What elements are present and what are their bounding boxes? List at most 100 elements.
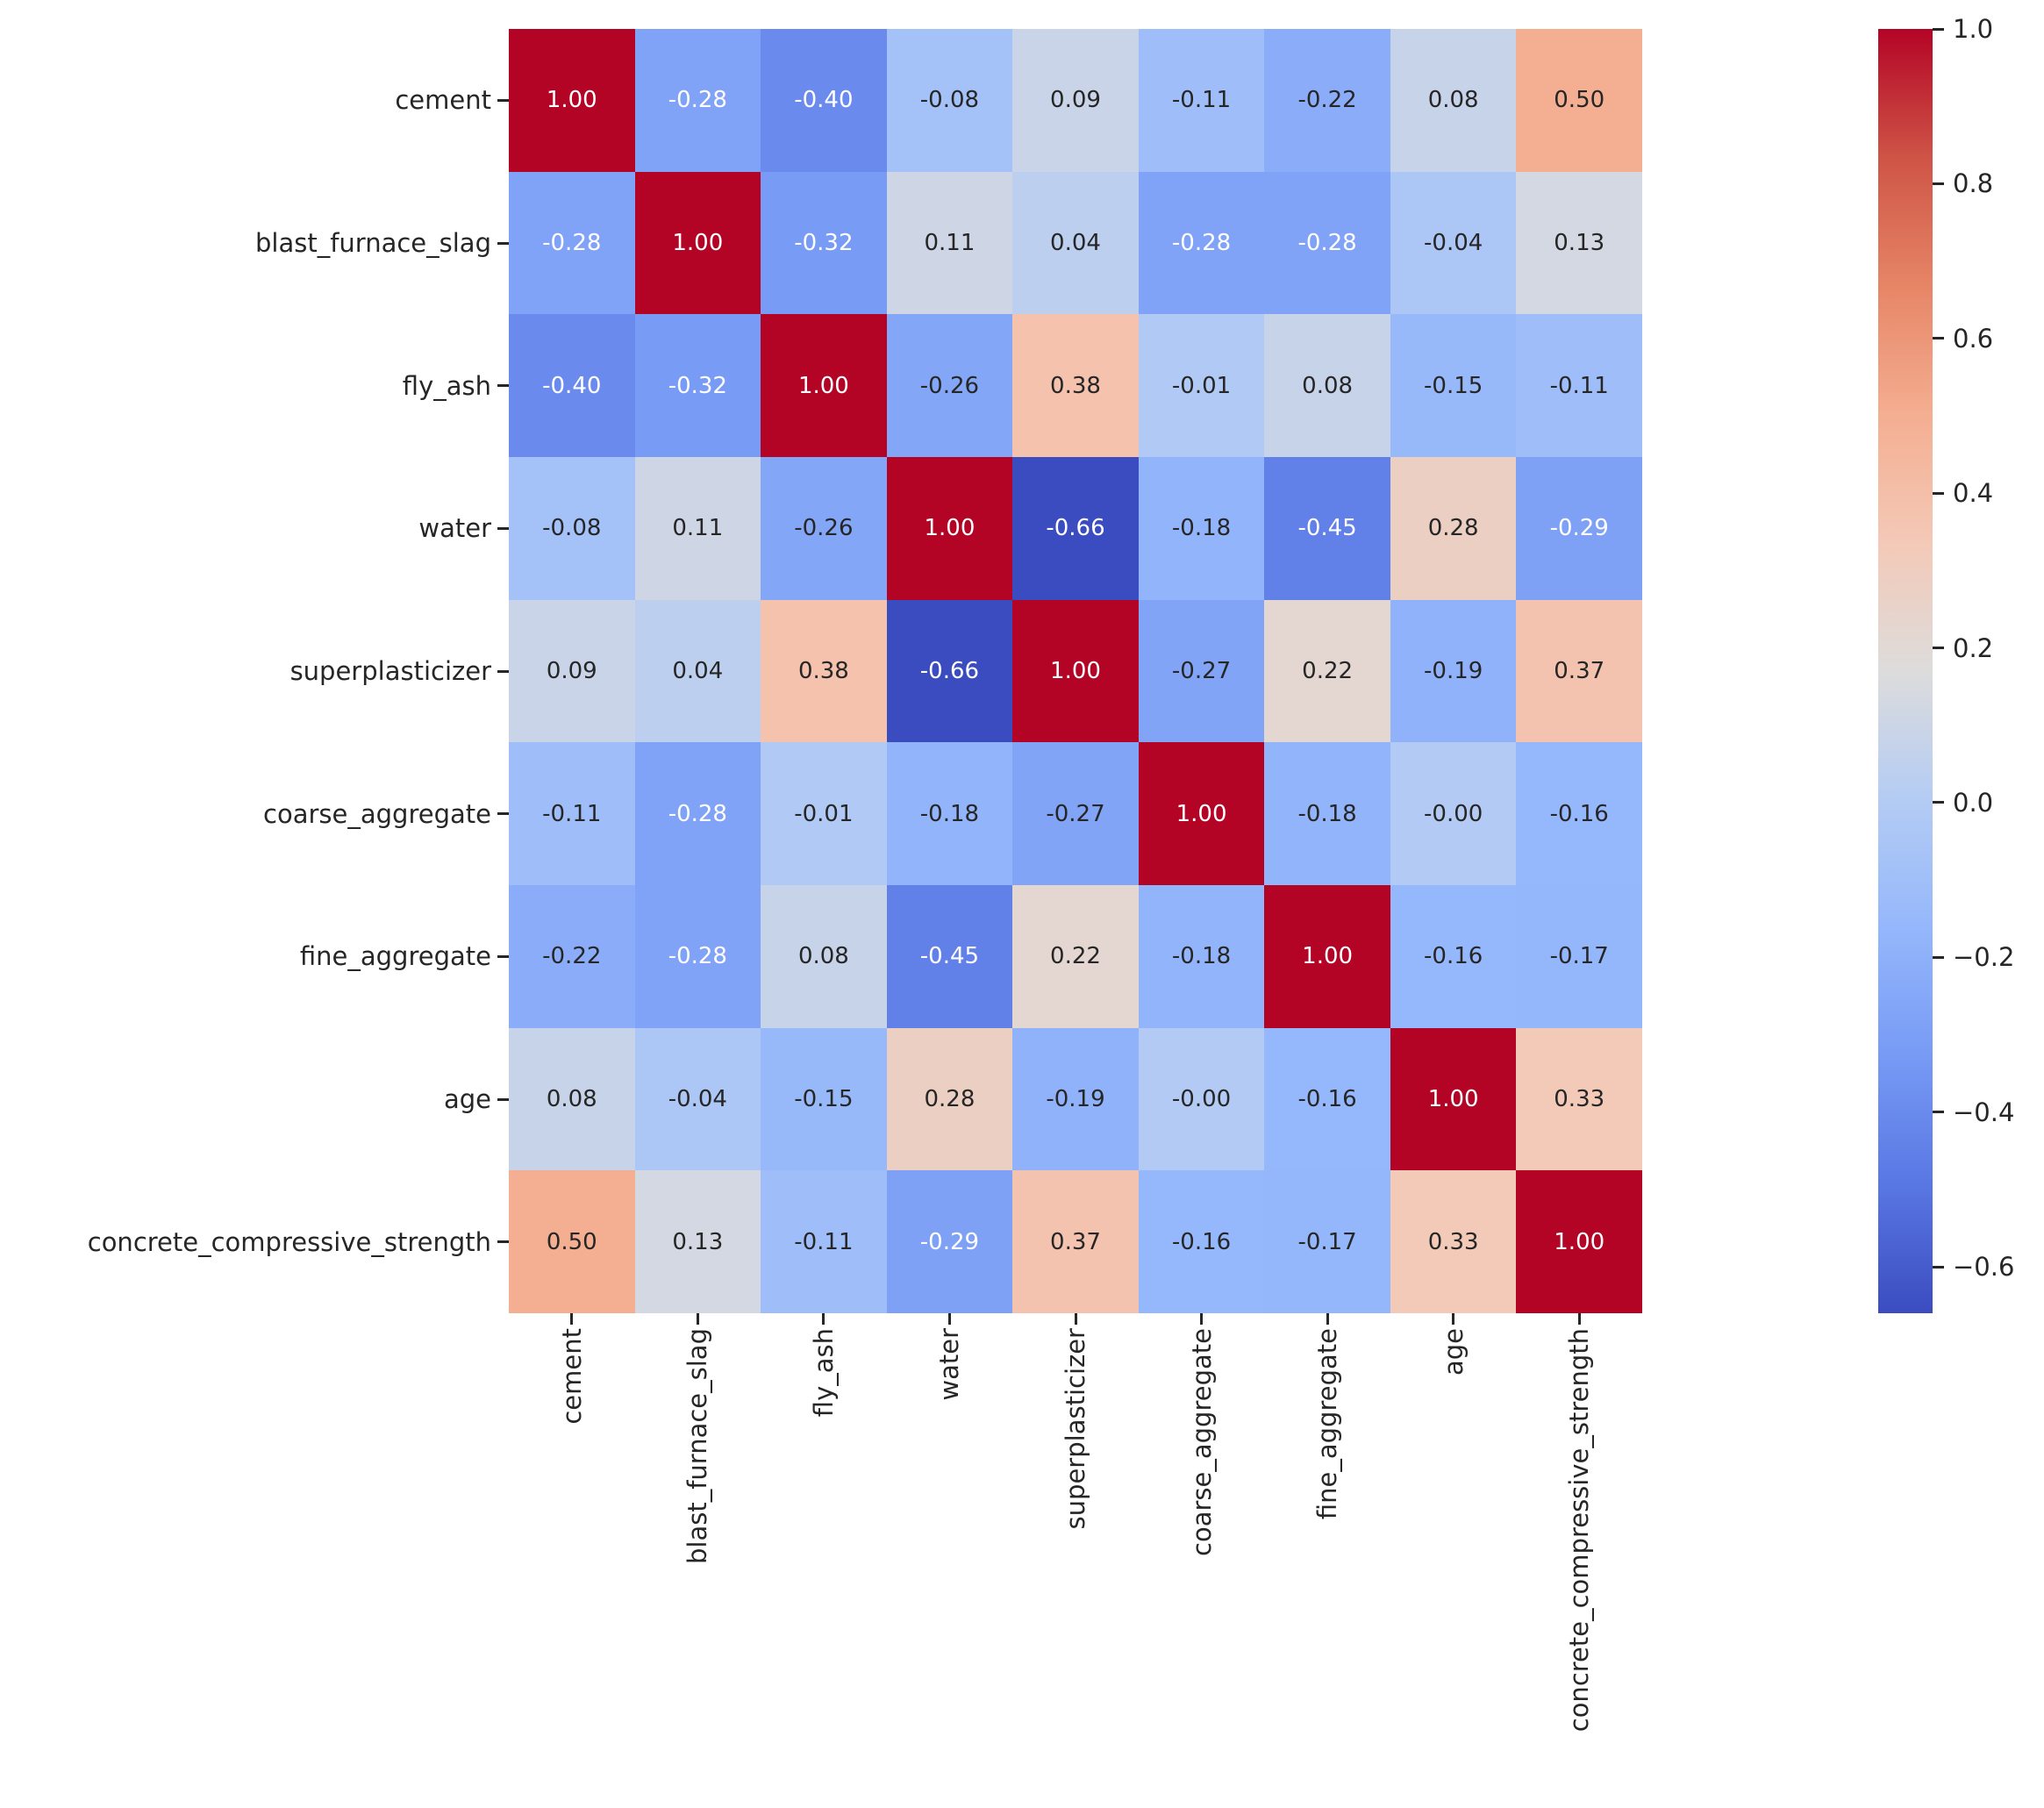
heatmap-cell: -0.18 [1264,742,1390,885]
y-tick-mark [497,1097,509,1101]
x-tick-label: blast_furnace_slag [683,1328,713,1565]
colorbar-tick-label: 0.2 [1953,632,1994,663]
heatmap-cell: -0.11 [1138,29,1265,172]
heatmap-cell: -0.45 [1264,457,1390,600]
y-tick-label: blast_furnace_slag [254,228,491,258]
heatmap-cell: -0.29 [886,1170,1013,1313]
heatmap-cell: 1.00 [634,171,761,315]
x-tick-mark [1326,1313,1329,1325]
x-tick-label: cement [556,1328,587,1425]
heatmap-cell: -0.22 [1264,29,1390,172]
heatmap-cell: 1.00 [886,457,1013,600]
heatmap-cell: 1.00 [509,29,635,172]
x-tick-mark [947,1313,951,1325]
heatmap-cell: -0.66 [886,599,1013,743]
heatmap-cell: 0.33 [1516,1027,1642,1171]
y-tick-mark [497,241,509,245]
heatmap-cell: 0.38 [761,599,887,743]
y-tick-label: cement [395,85,491,116]
heatmap-cell: -0.15 [1390,314,1517,457]
y-tick-label: water [418,513,491,544]
heatmap-cell: -0.28 [1138,171,1265,315]
heatmap-cell: -0.45 [886,885,1013,1028]
heatmap-cell: -0.00 [1390,742,1517,885]
heatmap-cell: -0.15 [761,1027,887,1171]
x-tick-mark [1452,1313,1455,1325]
heatmap-cell: -0.26 [761,457,887,600]
heatmap-cell: 1.00 [1516,1170,1642,1313]
y-tick-label: superplasticizer [289,656,491,687]
x-tick-label: concrete_compressive_strength [1564,1328,1595,1733]
x-tick-label: water [934,1328,965,1401]
colorbar-tick-label: 0.8 [1953,168,1994,199]
heatmap-cell: -0.32 [761,171,887,315]
heatmap-cell: -0.32 [634,314,761,457]
y-tick-label: age [443,1084,491,1115]
heatmap-cell: -0.11 [1516,314,1642,457]
heatmap-cell: 1.00 [761,314,887,457]
heatmap-cell: -0.18 [886,742,1013,885]
heatmap-cell: 0.22 [1264,599,1390,743]
x-tick-label: age [1438,1328,1469,1376]
x-axis-labels: cement blast_furnace_slag fly_ash water supe… [509,1328,1642,1802]
y-axis-labels: cement blast_furnace_slag fly_ash water supe… [0,29,491,1313]
x-tick-label: fly_ash [808,1328,839,1418]
colorbar [1878,29,1933,1313]
x-tick-mark [1577,1313,1581,1325]
colorbar-tick-label: −0.2 [1953,942,2015,973]
x-tick-mark [1074,1313,1077,1325]
heatmap-cell: 0.22 [1012,885,1139,1028]
heatmap-cell: -0.18 [1138,885,1265,1028]
heatmap-cell: 0.28 [1390,457,1517,600]
heatmap-cell: 0.11 [886,171,1013,315]
colorbar-gradient [1878,29,1933,1313]
heatmap-cell: 0.11 [634,457,761,600]
colorbar-tick-mark [1933,182,1944,185]
y-tick-label: concrete_compressive_strength [87,1226,491,1257]
colorbar-tick-label: 0.0 [1953,787,1994,818]
heatmap-cell: -0.40 [509,314,635,457]
heatmap-cell: -0.04 [1390,171,1517,315]
heatmap-cell: -0.17 [1264,1170,1390,1313]
heatmap-cell: -0.27 [1138,599,1265,743]
colorbar-tick-mark [1933,801,1944,804]
heatmap-cell: 0.13 [634,1170,761,1313]
heatmap-cell: 1.00 [1138,742,1265,885]
heatmap-cell: 0.04 [634,599,761,743]
heatmap-cell: -0.66 [1012,457,1139,600]
heatmap-cell: -0.08 [886,29,1013,172]
heatmap-cell: -0.17 [1516,885,1642,1028]
heatmap-cell: 0.08 [761,885,887,1028]
y-tick-mark [497,812,509,816]
heatmap-cell: 0.09 [509,599,635,743]
y-tick-mark [497,384,509,388]
colorbar-tick-label: 0.6 [1953,323,1994,354]
y-tick-mark [497,526,509,530]
colorbar-tick-mark [1933,27,1944,31]
colorbar-tick-label: 0.4 [1953,478,1994,509]
heatmap-cell: -0.16 [1264,1027,1390,1171]
heatmap-cell: -0.28 [509,171,635,315]
heatmap-cell: -0.28 [1264,171,1390,315]
heatmap-cell: -0.26 [886,314,1013,457]
heatmap-cell: -0.08 [509,457,635,600]
heatmap-cell: -0.27 [1012,742,1139,885]
heatmap-cell: 0.37 [1012,1170,1139,1313]
heatmap-cell: -0.28 [634,885,761,1028]
colorbar-tick-mark [1933,1111,1944,1114]
heatmap-cell: 0.50 [1516,29,1642,172]
colorbar-tick-mark [1933,337,1944,340]
colorbar-tick-label: 1.0 [1953,14,1994,44]
heatmap-cell: -0.19 [1390,599,1517,743]
colorbar-tick-mark [1933,491,1944,495]
heatmap-cell: -0.16 [1516,742,1642,885]
heatmap-cell: 1.00 [1264,885,1390,1028]
heatmap-cell: -0.11 [509,742,635,885]
heatmap-cell: 1.00 [1012,599,1139,743]
heatmap-cell: -0.04 [634,1027,761,1171]
heatmap-cell: 1.00 [1390,1027,1517,1171]
heatmap-cell: -0.01 [761,742,887,885]
heatmap-cell: 0.09 [1012,29,1139,172]
x-tick-label: coarse_aggregate [1186,1328,1217,1556]
